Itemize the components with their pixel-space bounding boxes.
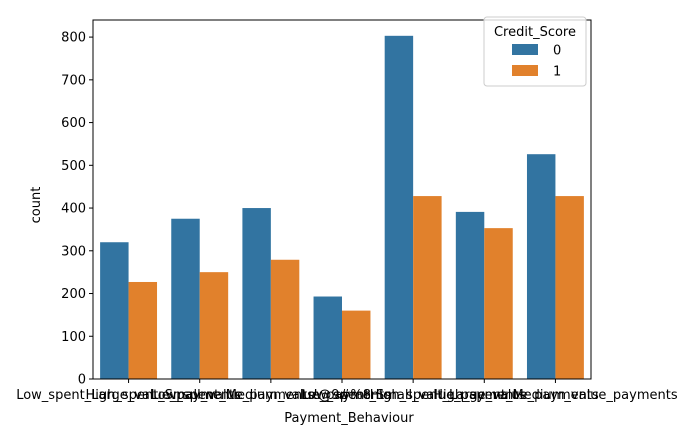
bar-series-1-5 — [484, 228, 513, 379]
legend-label-0: 0 — [553, 44, 561, 59]
axes-frame — [92, 19, 592, 380]
bar-series-0-1 — [171, 218, 200, 379]
legend-title: Credit_Score — [494, 25, 576, 40]
x-tick-label: High_spent_Medium_value_payments — [433, 388, 678, 403]
x-tick-label: !@9#%8 — [313, 388, 371, 403]
bar-series-1-0 — [128, 281, 158, 379]
y-axis-title: count — [29, 187, 44, 224]
x-tick-label: Low_spent_Large_value_payments — [16, 388, 241, 403]
bar-series-0-4 — [384, 35, 414, 379]
bar-series-1-1 — [199, 272, 229, 379]
x-tick-label: Low_spent_Small_value_payments — [301, 388, 525, 403]
bar-series-1-6 — [555, 196, 584, 379]
plot-area: 0 100 200 300 400 500 600 700 800 Low_spent_Large… — [16, 19, 678, 403]
y-tick-label: 600 — [61, 116, 86, 131]
x-tick-label: Low_spent_Medium_value_payments — [151, 388, 391, 403]
y-tick-label: 400 — [61, 202, 86, 217]
bar-series-0-6 — [526, 154, 556, 379]
x-axis-title: Payment_Behaviour — [284, 411, 414, 426]
y-tick-label: 500 — [61, 159, 86, 174]
bar-series-0-5 — [455, 211, 485, 379]
legend: Credit_Score 0 1 — [483, 16, 587, 87]
bar-series-1-3 — [342, 310, 371, 379]
bar-series-0-0 — [100, 242, 129, 379]
bar-series-0-2 — [242, 208, 271, 379]
x-tick-label: High_spent_Small_value_payments — [85, 388, 314, 403]
bar-series-1-2 — [270, 259, 300, 379]
y-tick-label: 0 — [78, 373, 86, 388]
legend-swatch-0 — [512, 44, 538, 55]
y-tick-label: 700 — [61, 73, 86, 88]
y-tick-label: 800 — [61, 31, 86, 46]
legend-swatch-1 — [512, 65, 538, 76]
y-tick-label: 200 — [61, 287, 86, 302]
x-tick-label: High_spent_Large_value_payments — [370, 388, 599, 403]
bar-series-1-4 — [413, 196, 442, 379]
legend-label-1: 1 — [553, 65, 561, 80]
y-tick-label: 300 — [61, 244, 86, 259]
y-tick-label: 100 — [61, 330, 86, 345]
bar-series-0-3 — [313, 296, 342, 379]
